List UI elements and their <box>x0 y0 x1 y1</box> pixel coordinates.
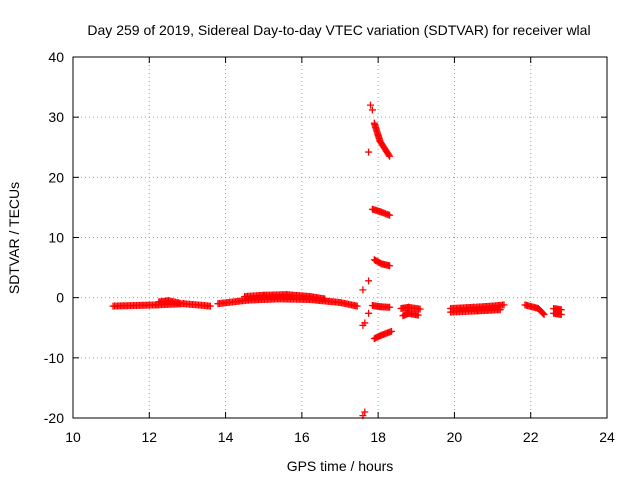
y-tick-label: -20 <box>44 410 64 426</box>
data-point <box>206 302 214 310</box>
data-point <box>176 299 184 307</box>
data-point <box>557 311 565 319</box>
data-point <box>539 310 547 318</box>
data-point <box>385 151 393 159</box>
x-tick-label: 12 <box>141 429 157 445</box>
x-tick-label: 20 <box>447 429 463 445</box>
x-tick-label: 14 <box>218 429 234 445</box>
data-point <box>353 302 361 310</box>
y-axis-label: SDTVAR / TECUs <box>6 182 22 294</box>
x-tick-label: 10 <box>65 429 81 445</box>
data-point <box>496 306 504 314</box>
x-tick-label: 18 <box>370 429 386 445</box>
data-point <box>368 106 376 114</box>
data-point <box>367 101 375 109</box>
y-tick-label: 40 <box>48 49 64 65</box>
axis-ticks: 10 12 14 16 18 20 22 24 -20 -10 0 10 20 30 40 <box>44 49 615 445</box>
data-point <box>386 211 394 219</box>
data-point <box>387 327 395 335</box>
data-point <box>500 301 508 309</box>
chart-title: Day 259 of 2019, Sidereal Day-to-day VTE… <box>87 22 590 38</box>
y-tick-label: 10 <box>48 230 64 246</box>
y-tick-label: 30 <box>48 109 64 125</box>
data-point <box>361 319 369 327</box>
data-point <box>365 309 373 317</box>
y-tick-label: -10 <box>44 350 64 366</box>
x-tick-label: 24 <box>599 429 615 445</box>
data-point <box>540 311 548 319</box>
data-point <box>361 408 369 416</box>
y-tick-label: 0 <box>56 290 64 306</box>
data-point <box>386 262 394 270</box>
data-point <box>386 152 394 160</box>
data-point <box>365 148 373 156</box>
x-tick-label: 22 <box>523 429 539 445</box>
data-point <box>365 277 373 285</box>
data-point <box>414 311 422 319</box>
x-axis-label: GPS time / hours <box>287 458 394 474</box>
data-point <box>321 295 329 303</box>
y-tick-label: 20 <box>48 169 64 185</box>
data-points <box>109 101 565 420</box>
grid-lines <box>73 57 607 418</box>
data-point <box>416 305 424 313</box>
x-tick-label: 16 <box>294 429 310 445</box>
data-point <box>359 286 367 294</box>
data-point <box>386 303 394 311</box>
